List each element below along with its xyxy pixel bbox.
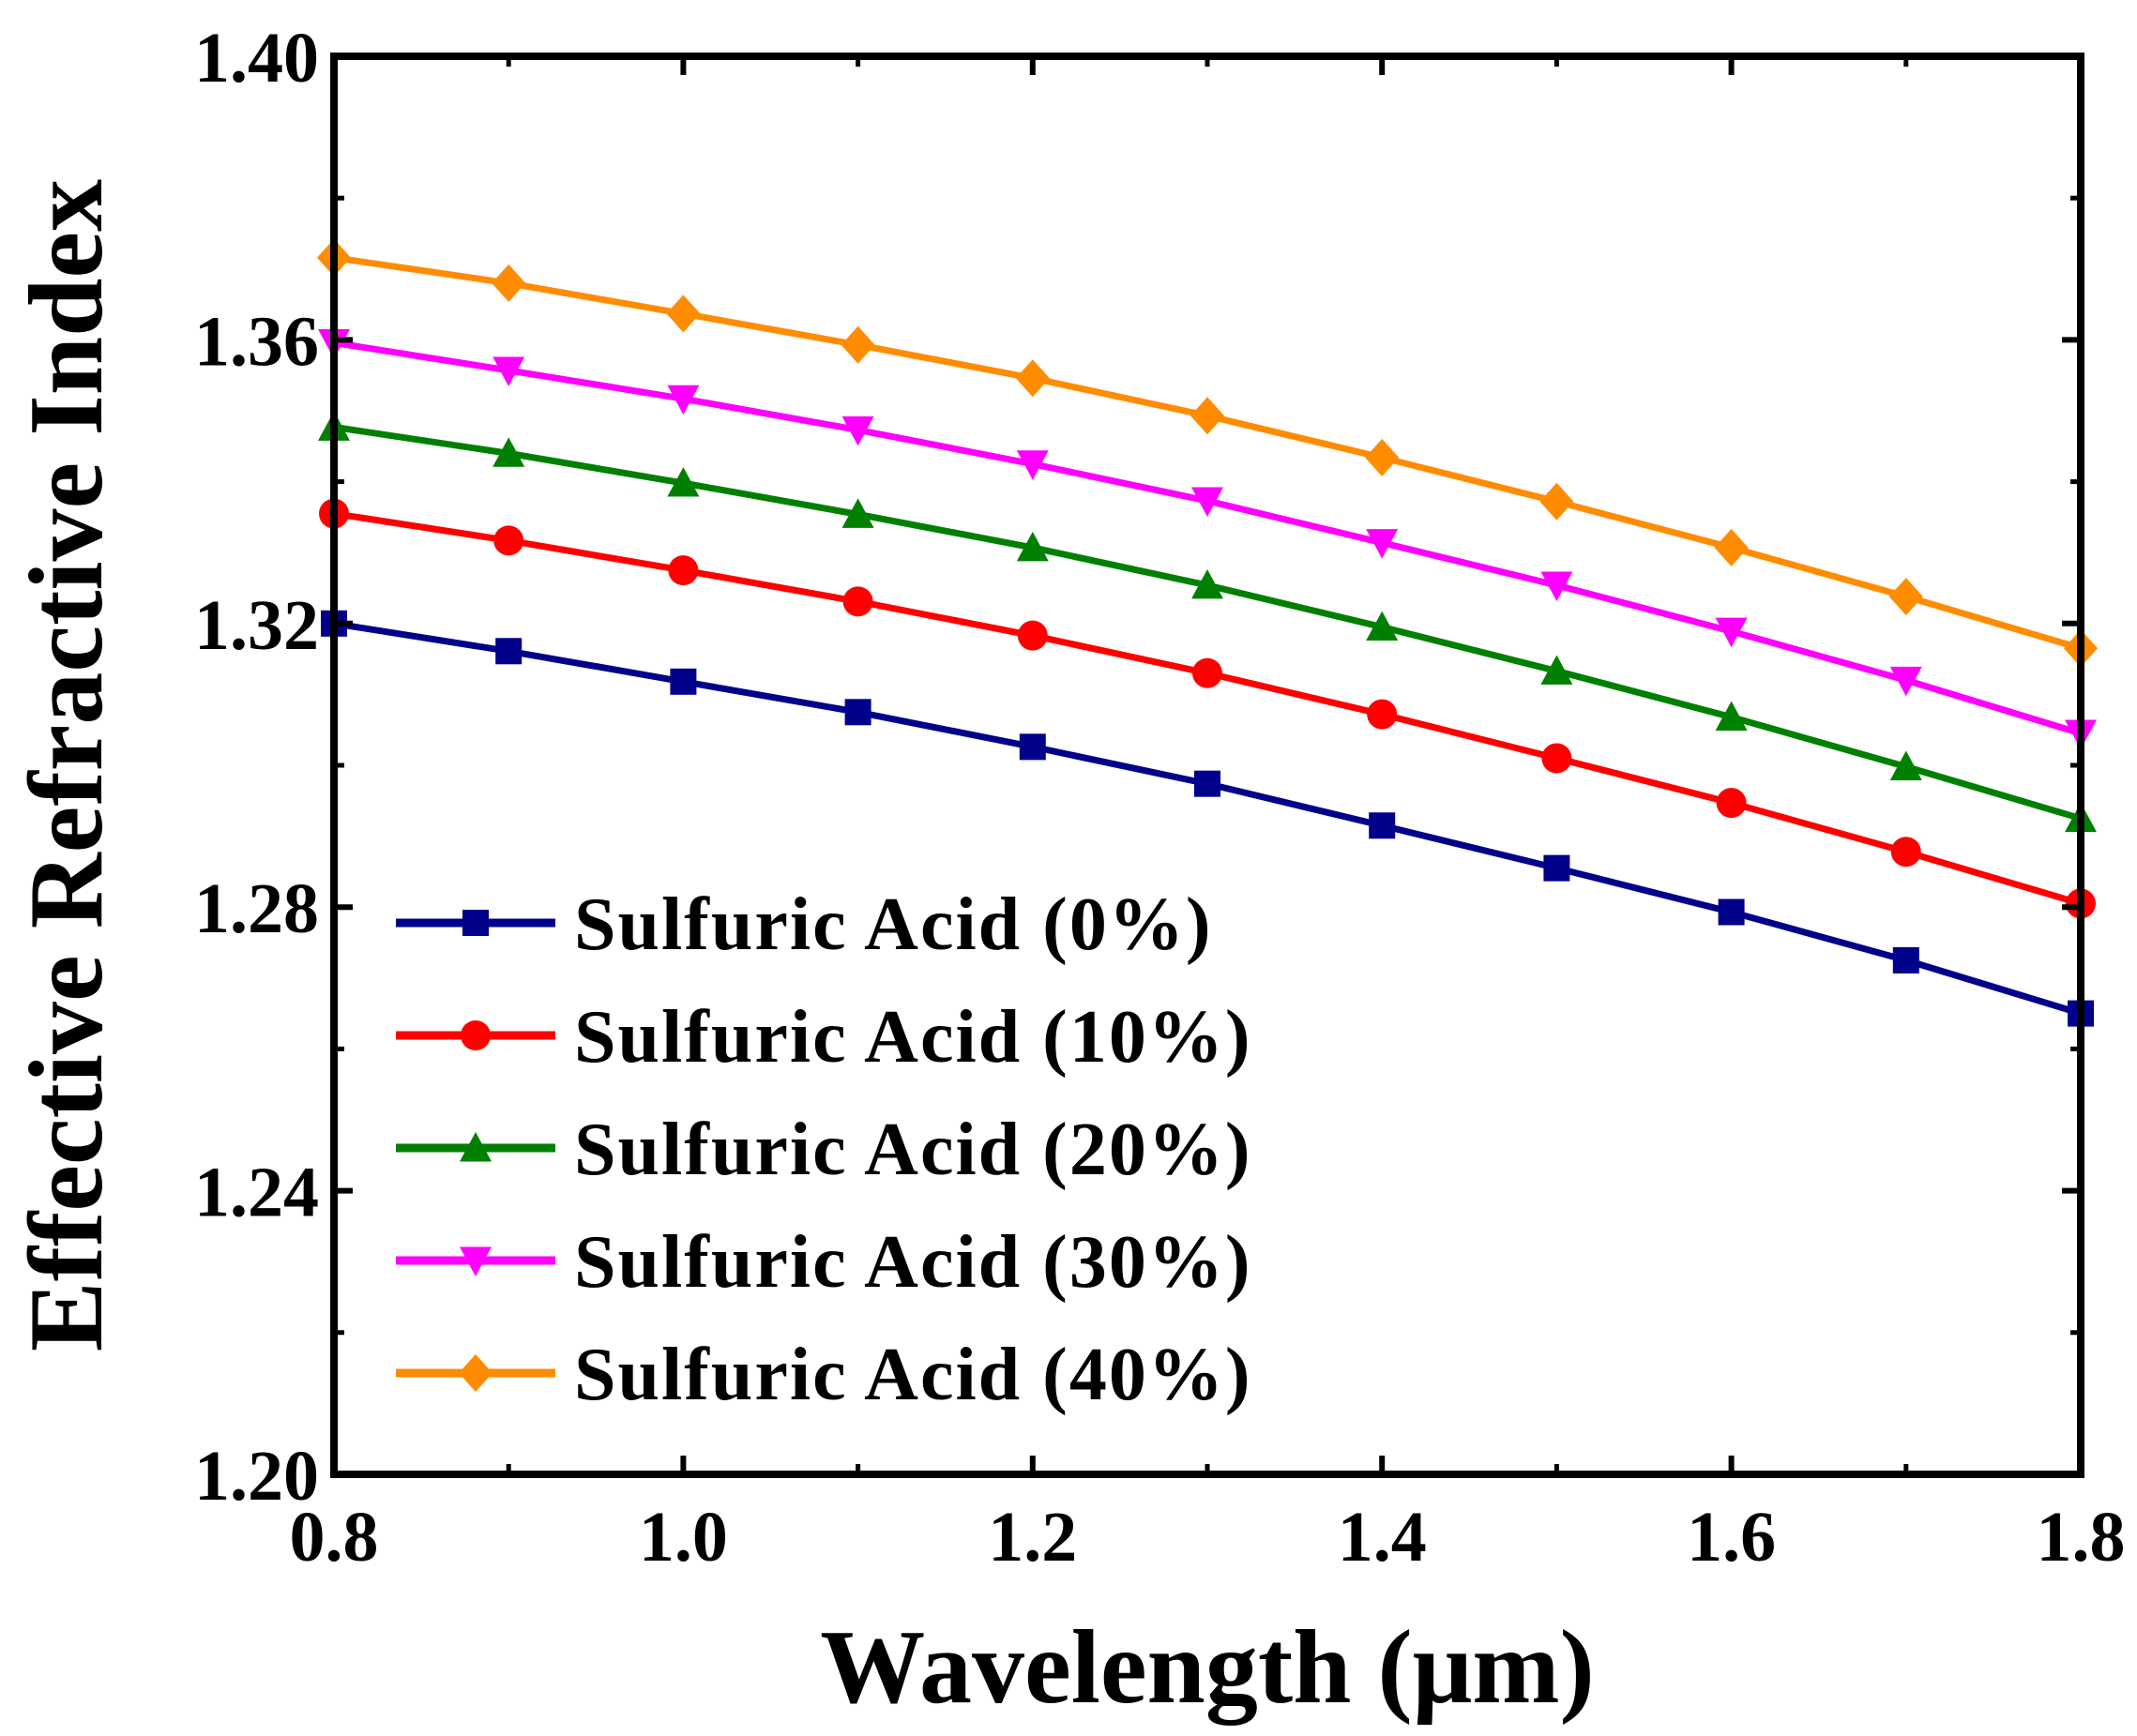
series-0 [321,610,2094,1027]
data-point [1539,482,1574,521]
legend-marker [460,1246,492,1276]
data-point [1716,788,1747,819]
y-tick-label: 1.20 [194,1437,319,1516]
data-point [1366,529,1399,559]
legend-marker [459,1354,493,1392]
y-tick-label: 1.36 [194,302,319,381]
data-point [1017,620,1048,651]
legend-entry: Sulfuric Acid (10%) [396,996,1251,1079]
ticks: 0.8 1.0 1.2 1.4 1.6 1.8 1.20 1.24 1.28 1.32 1.36 1.… [194,19,2126,1577]
legend-label: Sulfuric Acid (0%) [574,883,1212,966]
y-tick-label: 1.40 [194,19,319,98]
data-point [1540,655,1573,685]
data-point [844,699,871,726]
data-point [493,356,525,386]
data-point [1715,617,1748,648]
legend-label: Sulfuric Acid (40%) [574,1334,1251,1416]
y-axis-title: Effective Refractive Index [8,179,125,1351]
data-point [1367,699,1398,730]
data-point [1543,854,1570,882]
data-point [1369,812,1396,839]
legend-label: Sulfuric Acid (20%) [574,1109,1251,1191]
data-point [666,294,701,333]
legend-label: Sulfuric Acid (30%) [574,1221,1251,1304]
legend-label: Sulfuric Acid (10%) [574,996,1251,1079]
legend-entry: Sulfuric Acid (40%) [396,1334,1251,1416]
data-point [841,415,874,446]
legend-entry: Sulfuric Acid (20%) [396,1109,1251,1191]
x-tick-label: 1.4 [1338,1498,1427,1577]
data-point [1015,359,1050,398]
legend-marker [460,1132,492,1162]
series-4 [317,238,2098,668]
data-point [1889,666,1922,697]
x-tick-label: 1.8 [2037,1498,2126,1577]
legend: Sulfuric Acid (0%) Sulfuric Acid (10%) Sul… [396,883,1251,1416]
y-tick-label: 1.24 [194,1154,319,1232]
data-point [1892,946,1919,974]
data-point [1718,898,1745,926]
plot-area [317,238,2098,1027]
data-point [1016,531,1049,562]
y-tick-label: 1.28 [194,869,319,948]
x-tick-label: 0.8 [290,1498,379,1577]
data-point [668,555,699,586]
data-point [1190,397,1224,435]
y-tick-label: 1.32 [194,586,319,665]
series-3 [318,328,2097,749]
data-point [1192,657,1222,688]
data-point [1366,611,1399,642]
data-point [1888,578,1923,616]
data-point [667,385,700,415]
data-point [492,264,526,302]
x-axis-title: Wavelength (μm) [820,1609,1595,1726]
legend-marker [462,910,489,936]
data-point [1191,568,1223,599]
data-point [493,525,524,556]
data-point [1715,701,1748,732]
data-point [1541,743,1572,774]
legend-entry: Sulfuric Acid (30%) [396,1221,1251,1304]
data-point [841,325,875,364]
data-point [1890,837,1921,868]
data-point [670,668,697,695]
data-point [1191,487,1223,518]
data-point [1714,528,1749,566]
data-point [1194,770,1220,797]
series-line [333,423,2082,823]
x-tick-label: 1.6 [1687,1498,1776,1577]
data-point [1889,750,1922,780]
data-point [841,498,874,528]
data-point [1365,438,1400,476]
data-point [493,437,525,467]
legend-entry: Sulfuric Acid (0%) [396,883,1212,966]
x-tick-label: 1.0 [639,1498,728,1577]
data-point [1019,733,1046,761]
series-2 [318,411,2097,833]
series-1 [319,498,2096,919]
data-point [842,586,873,617]
data-point [1016,450,1049,480]
legend-marker [461,1020,491,1050]
data-point [667,467,700,497]
data-point [1540,571,1573,601]
data-point [495,638,523,665]
x-tick-label: 1.2 [988,1498,1077,1577]
